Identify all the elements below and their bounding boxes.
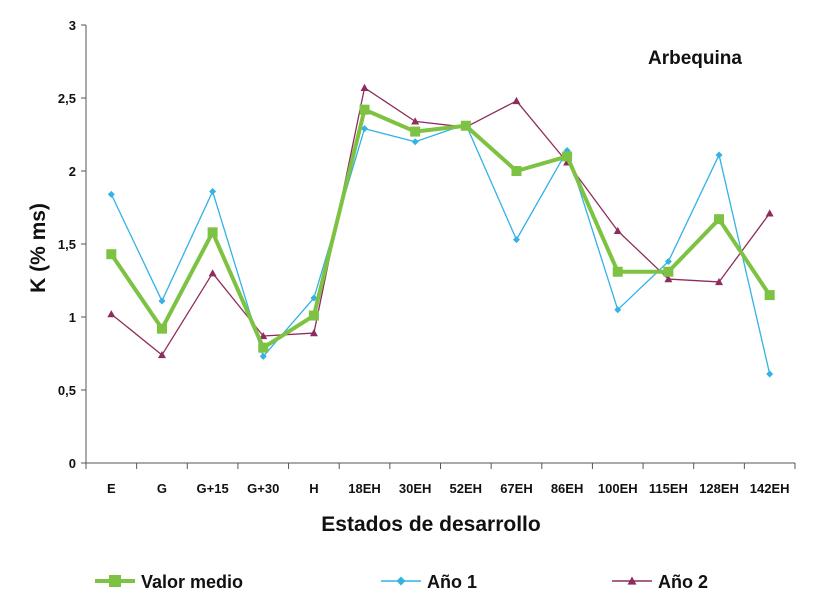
- data-point: [258, 342, 269, 353]
- y-tick-label: 1,5: [58, 237, 76, 252]
- x-tick-label: 142EH: [750, 481, 790, 496]
- data-point: [207, 227, 218, 238]
- series-a-o-2: [107, 83, 774, 359]
- y-tick-label: 1: [69, 310, 76, 325]
- y-tick-label: 0: [69, 456, 76, 471]
- data-point: [765, 209, 774, 217]
- data-point: [209, 187, 217, 195]
- x-tick-label: 115EH: [649, 481, 688, 496]
- data-point: [715, 277, 724, 286]
- x-tick-label: G+30: [247, 481, 279, 496]
- legend: Valor medio Año 1 Año 2: [95, 572, 708, 592]
- data-point: [308, 310, 319, 321]
- data-point: [613, 226, 622, 235]
- y-tick-label: 2: [69, 164, 76, 179]
- data-point: [764, 290, 775, 301]
- data-point: [156, 323, 167, 334]
- y-tick-label: 0,5: [58, 383, 76, 398]
- data-point: [360, 83, 369, 91]
- data-point: [359, 104, 370, 115]
- data-point: [157, 350, 166, 359]
- data-point: [107, 190, 115, 198]
- legend-item: Año 1: [381, 572, 477, 592]
- data-point: [309, 329, 318, 337]
- data-point: [664, 275, 673, 283]
- data-point: [259, 331, 268, 340]
- data-point: [259, 352, 267, 360]
- legend-label: Año 1: [427, 572, 477, 592]
- data-point: [612, 266, 623, 277]
- legend-item: Año 2: [612, 572, 708, 592]
- data-point: [664, 258, 672, 266]
- data-point: [512, 236, 520, 244]
- y-axis-title: K (% ms): [27, 203, 50, 293]
- legend-marker: [396, 576, 406, 586]
- x-tick-label: G: [157, 481, 167, 496]
- data-point: [106, 249, 117, 260]
- data-point: [411, 117, 420, 125]
- x-tick-labels: E G G+15 G+30 H 18EH 30EH 52EH 67EH 86EH 100EH 115E…: [107, 481, 790, 496]
- y-tick-label: 2,5: [58, 91, 76, 106]
- data-point: [411, 138, 419, 146]
- x-axis-title: Estados de desarrollo: [321, 513, 540, 536]
- data-point: [663, 266, 674, 277]
- legend-label: Valor medio: [141, 572, 243, 592]
- x-tick-label: 52EH: [450, 481, 483, 496]
- x-tick-label: 67EH: [500, 481, 533, 496]
- y-tick-labels: 0 0,5 1 1,5 2 2,5 3: [58, 18, 76, 471]
- data-point: [310, 294, 318, 302]
- series-group: [106, 83, 775, 378]
- data-point: [614, 306, 622, 314]
- legend-item: Valor medio: [95, 572, 243, 592]
- x-tick-label: G+15: [197, 481, 229, 496]
- x-tick-label: 30EH: [399, 481, 432, 496]
- data-point: [512, 96, 521, 105]
- data-point: [410, 126, 421, 137]
- data-point: [562, 151, 573, 162]
- data-point: [460, 120, 471, 131]
- data-point: [361, 125, 369, 133]
- x-tick-label: E: [107, 481, 116, 496]
- legend-label: Año 2: [658, 572, 708, 592]
- series-a-o-1: [107, 120, 774, 378]
- x-tick-label: 18EH: [348, 481, 381, 496]
- x-tick-label: 100EH: [598, 481, 638, 496]
- data-point: [766, 370, 774, 378]
- data-point: [511, 166, 522, 176]
- x-tick-label: 128EH: [699, 481, 739, 496]
- y-tick-label: 3: [69, 18, 76, 33]
- series-valor-medio: [106, 104, 775, 353]
- axes: [81, 24, 796, 469]
- data-point: [715, 151, 723, 159]
- legend-marker: [627, 576, 637, 585]
- data-point: [714, 214, 725, 225]
- data-point: [208, 269, 217, 277]
- chart-title: Arbequina: [648, 48, 742, 69]
- series-line: [109, 107, 772, 350]
- x-tick-label: 86EH: [551, 481, 584, 496]
- legend-marker: [109, 575, 121, 587]
- x-tick-label: H: [309, 481, 318, 496]
- data-point: [158, 297, 166, 305]
- data-point: [107, 310, 116, 318]
- series-line: [110, 123, 771, 375]
